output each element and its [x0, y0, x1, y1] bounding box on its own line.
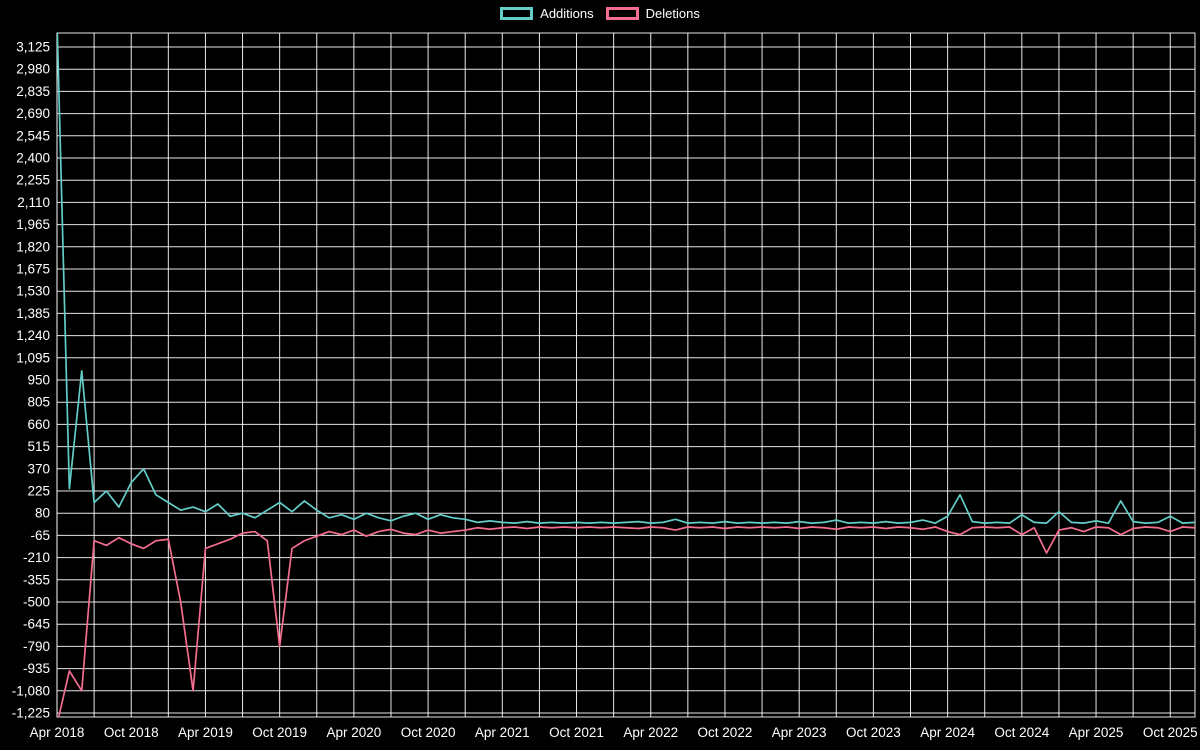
deletions-line: [57, 526, 1195, 717]
x-tick-label: Oct 2024: [994, 725, 1049, 740]
y-tick-label: -500: [23, 595, 50, 610]
x-tick-label: Oct 2021: [549, 725, 604, 740]
x-tick-label: Apr 2020: [326, 725, 381, 740]
y-tick-label: -645: [23, 617, 50, 632]
legend-item-additions[interactable]: Additions: [500, 6, 594, 21]
y-tick-label: 1,530: [16, 284, 50, 299]
y-tick-label: 2,835: [16, 84, 50, 99]
y-tick-label: 1,240: [16, 328, 50, 343]
x-tick-label: Oct 2022: [698, 725, 753, 740]
y-tick-label: 2,980: [16, 62, 50, 77]
y-tick-label: 2,255: [16, 173, 50, 188]
y-tick-label: 1,095: [16, 350, 50, 365]
y-tick-label: -935: [23, 661, 50, 676]
additions-swatch: [500, 7, 534, 20]
y-tick-label: 1,820: [16, 239, 50, 254]
y-tick-label: 2,400: [16, 151, 50, 166]
y-tick-label: -1,225: [12, 706, 50, 721]
x-tick-label: Apr 2019: [178, 725, 233, 740]
plot-border: [56, 32, 1196, 718]
y-tick-label: -355: [23, 572, 50, 587]
x-tick-label: Oct 2020: [401, 725, 456, 740]
y-tick-label: 1,385: [16, 306, 50, 321]
additions-line: [57, 33, 1195, 525]
legend-label-additions: Additions: [540, 6, 594, 21]
x-tick-label: Oct 2019: [252, 725, 307, 740]
y-tick-label: 2,545: [16, 128, 50, 143]
x-tick-label: Apr 2022: [623, 725, 678, 740]
chart-legend: Additions Deletions: [0, 7, 1200, 20]
legend-item-deletions[interactable]: Deletions: [605, 6, 700, 21]
deletions-swatch: [605, 7, 639, 20]
x-tick-label: Apr 2023: [772, 725, 827, 740]
y-tick-label: 805: [27, 395, 50, 410]
x-tick-label: Apr 2025: [1069, 725, 1124, 740]
y-tick-label: -1,080: [12, 683, 50, 698]
x-tick-label: Apr 2024: [920, 725, 975, 740]
y-tick-label: 3,125: [16, 40, 50, 55]
y-tick-label: 370: [27, 461, 50, 476]
y-tick-label: 1,675: [16, 262, 50, 277]
y-tick-label: 80: [35, 506, 50, 521]
x-tick-label: Oct 2023: [846, 725, 901, 740]
y-tick-label: -210: [23, 550, 50, 565]
x-tick-label: Oct 2018: [104, 725, 159, 740]
y-tick-label: -65: [30, 528, 50, 543]
y-tick-label: 660: [27, 417, 50, 432]
y-tick-label: 2,110: [17, 195, 50, 210]
x-tick-label: Oct 2025: [1143, 725, 1198, 740]
y-tick-label: 2,690: [16, 106, 50, 121]
x-tick-label: Apr 2021: [475, 725, 530, 740]
x-tick-label: Apr 2018: [30, 725, 85, 740]
y-tick-label: -790: [23, 639, 50, 654]
y-tick-label: 225: [27, 484, 50, 499]
y-tick-label: 950: [27, 373, 50, 388]
y-tick-label: 1,965: [16, 217, 50, 232]
legend-label-deletions: Deletions: [645, 6, 700, 21]
y-tick-label: 515: [27, 439, 50, 454]
